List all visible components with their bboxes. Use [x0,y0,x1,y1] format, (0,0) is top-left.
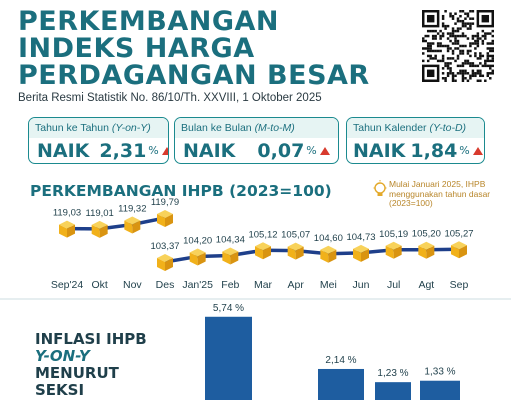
card-yoy-status: NAIK [37,139,90,162]
card-yoy-value: 2,31 [99,139,147,162]
ihpb-value-label: 104,20 [183,235,212,246]
ihpb-line-chart: 119,03 119,01 119,32 119,79 103,37 104,20 104,… [51,197,474,291]
inflasi-bar-label: 5,74 % [213,303,244,314]
inflasi-bar [375,382,411,400]
ihpb-point [353,244,369,262]
inflasi-bar-label: 2,14 % [325,355,356,366]
card-ytd-status: NAIK [353,139,406,162]
ihpb-value-label: 105,27 [444,228,473,239]
ihpb-value-label: 104,60 [314,233,343,244]
ihpb-value-label: 103,37 [150,241,179,252]
ihpb-value-label: 105,07 [281,230,310,241]
ihpb-x-tick-label: Okt [91,279,107,291]
ihpb-value-label: 119,03 [53,208,81,219]
up-arrow-icon [472,146,483,155]
card-ytd-label: Tahun Kalender (Y-to-D) [347,118,484,138]
ihpb-point [222,247,239,265]
card-mtm: Bulan ke Bulan (M-to-M) NAIK 0,07 % [174,117,339,164]
ihpb-x-tick-label: Mar [254,279,273,291]
ihpb-value-label: 105,19 [379,229,408,240]
ihpb-point [255,242,271,260]
lightbulb-icon [373,180,387,196]
ihpb-point [418,241,435,259]
card-ytd-unit: % [459,144,470,157]
card-yoy-label: Tahun ke Tahun (Y-on-Y) [29,118,168,138]
inflasi-chart-title: INFLASI IHPB Y-ON-Y MENURUT SEKSI [35,330,147,399]
ihpb-x-tick-label: Jun [353,279,370,291]
ihpb-x-tick-label: Des [156,279,175,291]
ihpb-x-tick-label: Jan'25 [182,279,213,291]
card-mtm-value: 0,07 [257,139,305,162]
ihpb-series-line-2023 [66,216,166,231]
ihpb-value-label: 119,79 [151,197,179,208]
inflasi-bar [205,316,252,400]
ihpb-point [59,220,75,238]
card-ytd-value: 1,84 [410,139,458,162]
ihpb-value-label: 105,12 [248,229,277,240]
inflasi-bar-label: 1,33 % [424,367,455,378]
subtitle: Berita Resmi Statistik No. 86/10/Th. XXV… [18,92,322,104]
title-line-1: PERKEMBANGAN [18,6,279,37]
ihpb-point [91,220,108,238]
ihpb-x-tick-label: Nov [123,279,142,291]
ihpb-point [287,242,304,260]
ihpb-x-tick-label: Mei [320,279,337,291]
ihpb-x-tick-label: Sep'24 [51,279,84,291]
title-line-3: PERDAGANGAN BESAR [18,60,370,91]
title-line-2: INDEKS HARGA [18,33,255,64]
ihpb-value-label: 119,32 [118,204,146,215]
card-ytd: Tahun Kalender (Y-to-D) NAIK 1,84 % [346,117,485,164]
ihpb-series-line-2023-100 [164,247,460,264]
ihpb-point [157,209,173,227]
ihpb-point [320,245,337,263]
ihpb-x-tick-label: Sep [450,279,469,291]
ihpb-point [124,216,141,234]
ihpb-value-label: 119,01 [85,208,113,219]
ihpb-value-label: 105,20 [412,229,441,240]
inflasi-bar [420,380,460,400]
ihpb-value-label: 104,34 [216,235,245,246]
inflasi-bar-label: 1,23 % [377,368,408,379]
ihpb-value-label: 104,73 [346,232,375,243]
up-arrow-icon [161,146,168,155]
card-yoy: Tahun ke Tahun (Y-on-Y) NAIK 2,31 % [28,117,169,164]
qr-code-icon[interactable] [422,10,494,82]
ihpb-point [189,248,206,266]
ihpb-chart-note: Mulai Januari 2025, IHPB menggunakan tah… [389,179,491,208]
ihpb-x-tick-label: Jul [387,279,400,291]
inflasi-bar [318,368,364,400]
page-title: PERKEMBANGAN INDEKS HARGA PERDAGANGAN BE… [18,8,370,89]
card-mtm-status: NAIK [183,139,236,162]
ihpb-x-tick-label: Agt [418,279,434,291]
card-mtm-label: Bulan ke Bulan (M-to-M) [175,118,338,138]
up-arrow-icon [319,146,330,155]
ihpb-point [385,241,402,259]
inflasi-bar-chart: 5,74 % 2,14 % 1,23 % 1,33 % [205,303,460,400]
ihpb-x-tick-label: Feb [221,279,239,291]
card-yoy-unit: % [148,144,159,157]
section-divider [0,298,511,300]
card-mtm-unit: % [306,144,317,157]
ihpb-x-tick-label: Apr [287,279,304,291]
ihpb-point [157,254,173,271]
ihpb-point [451,241,467,259]
ihpb-chart-title: PERKEMBANGAN IHPB (2023=100) [30,182,332,200]
